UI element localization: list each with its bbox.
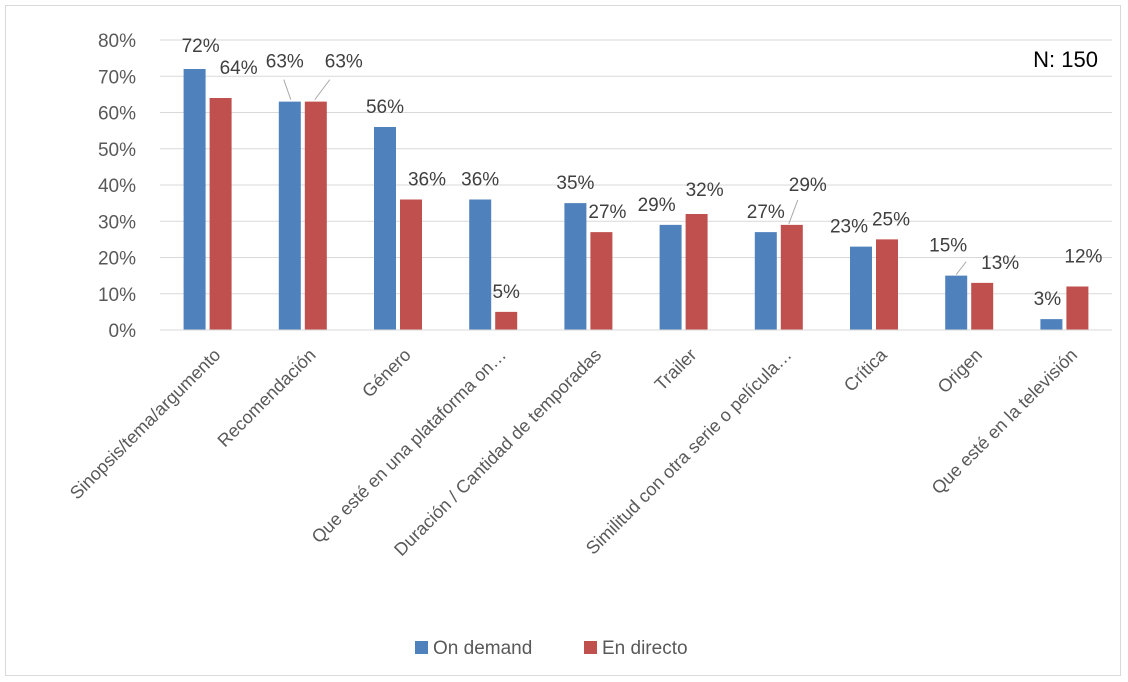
- bar-en-directo: [209, 98, 232, 330]
- x-tick-label: Recomendación: [214, 345, 320, 451]
- y-tick-label: 70%: [98, 67, 136, 88]
- legend-label-on-demand: On demand: [433, 638, 532, 659]
- y-tick-label: 30%: [98, 212, 136, 233]
- data-label-en-directo: 25%: [872, 209, 910, 230]
- leader-lines: [283, 79, 967, 275]
- bar-en-directo: [685, 214, 708, 330]
- sample-size-note: N: 150: [1033, 47, 1098, 72]
- x-tick-label: Similitud con otra serie o película…: [582, 345, 796, 559]
- y-tick-label: 10%: [98, 285, 136, 306]
- bar-on-demand: [659, 224, 682, 330]
- data-label-en-directo: 29%: [789, 175, 827, 196]
- y-tick-label: 20%: [98, 249, 136, 270]
- legend: On demand En directo: [415, 638, 688, 659]
- data-label-en-directo: 5%: [492, 282, 520, 303]
- bar-en-directo: [971, 282, 994, 330]
- y-tick-label: 60%: [98, 104, 136, 125]
- bar-on-demand: [945, 275, 968, 330]
- data-label-en-directo: 13%: [981, 253, 1019, 274]
- data-label-on-demand: 29%: [638, 195, 676, 216]
- data-label-en-directo: 27%: [588, 202, 626, 223]
- bar-on-demand: [278, 101, 301, 330]
- data-label-on-demand: 35%: [556, 173, 594, 194]
- bar-en-directo: [780, 224, 803, 330]
- bars: [183, 69, 1089, 330]
- bar-on-demand: [1040, 319, 1063, 330]
- x-tick-label: Duración / Cantidad de temporadas: [390, 345, 605, 560]
- data-label-on-demand: 15%: [929, 236, 967, 257]
- bar-en-directo: [590, 232, 613, 330]
- y-tick-label: 50%: [98, 140, 136, 161]
- data-label-on-demand: 63%: [266, 52, 304, 73]
- data-label-on-demand: 23%: [830, 217, 868, 238]
- legend-swatch-on-demand: [415, 641, 428, 654]
- bar-on-demand: [850, 246, 872, 330]
- x-tick-label: Género: [358, 345, 415, 402]
- x-tick-label: Sinopsis/tema/argumento: [66, 345, 224, 503]
- bar-en-directo: [304, 101, 327, 330]
- y-axis: 0% 10% 20% 30% 40% 50% 60% 70% 80%: [98, 31, 136, 342]
- data-label-on-demand: 3%: [1034, 289, 1062, 310]
- bar-on-demand: [564, 203, 587, 330]
- x-tick-label: Trailer: [651, 345, 701, 395]
- data-label-on-demand: 36%: [461, 170, 499, 191]
- data-label-en-directo: 12%: [1064, 247, 1102, 268]
- data-label-on-demand: 72%: [182, 36, 220, 57]
- x-tick-label: Que esté en una plataforma on…: [308, 345, 510, 547]
- x-tick-label: Origen: [934, 345, 986, 397]
- x-tick-label: Crítica: [840, 344, 892, 396]
- leader-line-on-demand: [955, 261, 967, 275]
- data-label-on-demand: 56%: [366, 97, 404, 118]
- bar-en-directo: [400, 199, 422, 330]
- leader-line-en-directo: [314, 79, 331, 100]
- bar-on-demand: [374, 127, 396, 330]
- bar-on-demand: [183, 69, 206, 330]
- data-labels: 72%64% 63% 63%56%36% 36%5%35%27% 29%32%27%29…: [182, 36, 1103, 310]
- bar-on-demand: [754, 232, 777, 330]
- leader-line-on-demand: [283, 79, 292, 100]
- legend-label-en-directo: En directo: [602, 638, 688, 659]
- bar-en-directo: [495, 311, 518, 330]
- bar-en-directo: [1066, 286, 1089, 330]
- legend-swatch-en-directo: [584, 641, 597, 654]
- leader-line-en-directo: [788, 199, 799, 225]
- gridlines: [160, 39, 1112, 331]
- data-label-en-directo: 36%: [408, 170, 446, 191]
- data-label-en-directo: 32%: [686, 180, 724, 201]
- bar-on-demand: [469, 199, 492, 330]
- data-label-on-demand: 27%: [747, 202, 785, 223]
- data-label-en-directo: 63%: [325, 52, 363, 73]
- data-label-en-directo: 64%: [220, 58, 258, 79]
- y-tick-label: 80%: [98, 31, 136, 52]
- y-tick-label: 0%: [109, 321, 137, 342]
- bar-en-directo: [876, 239, 898, 330]
- y-tick-label: 40%: [98, 176, 136, 197]
